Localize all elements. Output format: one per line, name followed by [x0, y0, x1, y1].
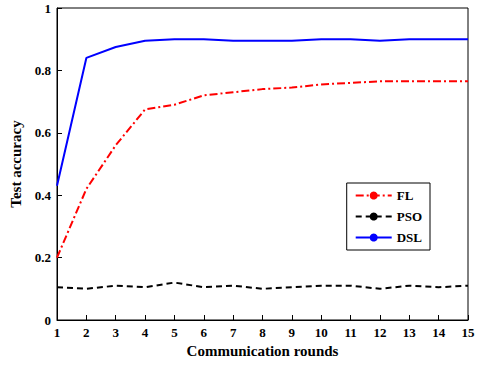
svg-text:11: 11 — [344, 325, 356, 340]
svg-text:1: 1 — [54, 325, 61, 340]
svg-text:12: 12 — [373, 325, 386, 340]
svg-text:0.8: 0.8 — [35, 63, 52, 78]
svg-text:6: 6 — [201, 325, 208, 340]
svg-text:15: 15 — [462, 325, 476, 340]
svg-text:DSL: DSL — [397, 230, 423, 245]
svg-text:9: 9 — [289, 325, 296, 340]
svg-text:0.6: 0.6 — [35, 125, 52, 140]
svg-text:1: 1 — [45, 1, 52, 16]
svg-text:10: 10 — [315, 325, 328, 340]
svg-text:0.4: 0.4 — [35, 188, 52, 203]
svg-text:FL: FL — [397, 188, 414, 203]
svg-text:0: 0 — [45, 313, 52, 328]
svg-text:4: 4 — [142, 325, 149, 340]
svg-text:8: 8 — [259, 325, 266, 340]
svg-text:Test accuracy: Test accuracy — [8, 120, 24, 208]
svg-text:0.2: 0.2 — [35, 250, 51, 265]
svg-text:5: 5 — [171, 325, 178, 340]
svg-text:7: 7 — [230, 325, 237, 340]
svg-text:13: 13 — [403, 325, 417, 340]
svg-text:Communication rounds: Communication rounds — [187, 343, 339, 359]
svg-text:2: 2 — [83, 325, 90, 340]
svg-text:PSO: PSO — [397, 209, 422, 224]
svg-text:14: 14 — [432, 325, 446, 340]
svg-text:3: 3 — [112, 325, 119, 340]
